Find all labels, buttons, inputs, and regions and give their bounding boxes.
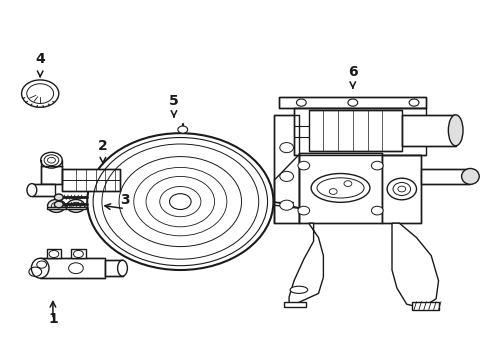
Circle shape (22, 80, 59, 107)
Polygon shape (41, 166, 62, 184)
Ellipse shape (31, 258, 49, 278)
Circle shape (298, 161, 310, 170)
Bar (66, 207, 86, 209)
Bar (71, 249, 86, 258)
Polygon shape (392, 223, 439, 308)
Polygon shape (412, 302, 439, 310)
Circle shape (298, 206, 310, 215)
Polygon shape (105, 260, 122, 276)
Circle shape (54, 194, 63, 201)
Bar (47, 207, 66, 209)
Polygon shape (402, 115, 456, 146)
Text: 3: 3 (120, 193, 130, 207)
Circle shape (178, 126, 188, 133)
Polygon shape (284, 302, 306, 307)
Text: 5: 5 (169, 94, 179, 108)
Ellipse shape (27, 184, 37, 197)
Text: 4: 4 (35, 53, 45, 66)
Circle shape (41, 152, 62, 168)
Ellipse shape (290, 286, 308, 293)
Circle shape (87, 133, 273, 270)
Circle shape (67, 199, 85, 212)
Ellipse shape (118, 260, 127, 276)
Circle shape (44, 155, 59, 166)
Text: 6: 6 (348, 65, 358, 79)
Polygon shape (40, 258, 105, 278)
Bar (421, 169, 470, 184)
Polygon shape (382, 155, 421, 223)
Circle shape (54, 201, 63, 208)
Polygon shape (289, 223, 323, 304)
Polygon shape (309, 110, 402, 151)
Polygon shape (299, 153, 382, 223)
Text: 2: 2 (98, 139, 108, 153)
Polygon shape (294, 108, 426, 155)
Bar (47, 249, 61, 258)
Circle shape (371, 206, 383, 215)
Polygon shape (32, 184, 55, 196)
Circle shape (371, 161, 383, 170)
Polygon shape (274, 115, 299, 223)
Circle shape (170, 194, 191, 210)
Ellipse shape (448, 115, 463, 146)
Ellipse shape (311, 174, 370, 202)
Circle shape (280, 171, 294, 181)
Circle shape (48, 199, 65, 212)
Polygon shape (62, 169, 120, 191)
Polygon shape (279, 97, 426, 108)
Circle shape (280, 143, 294, 153)
Text: 1: 1 (48, 312, 58, 325)
Circle shape (387, 178, 416, 200)
Ellipse shape (462, 168, 479, 184)
Circle shape (280, 200, 294, 210)
